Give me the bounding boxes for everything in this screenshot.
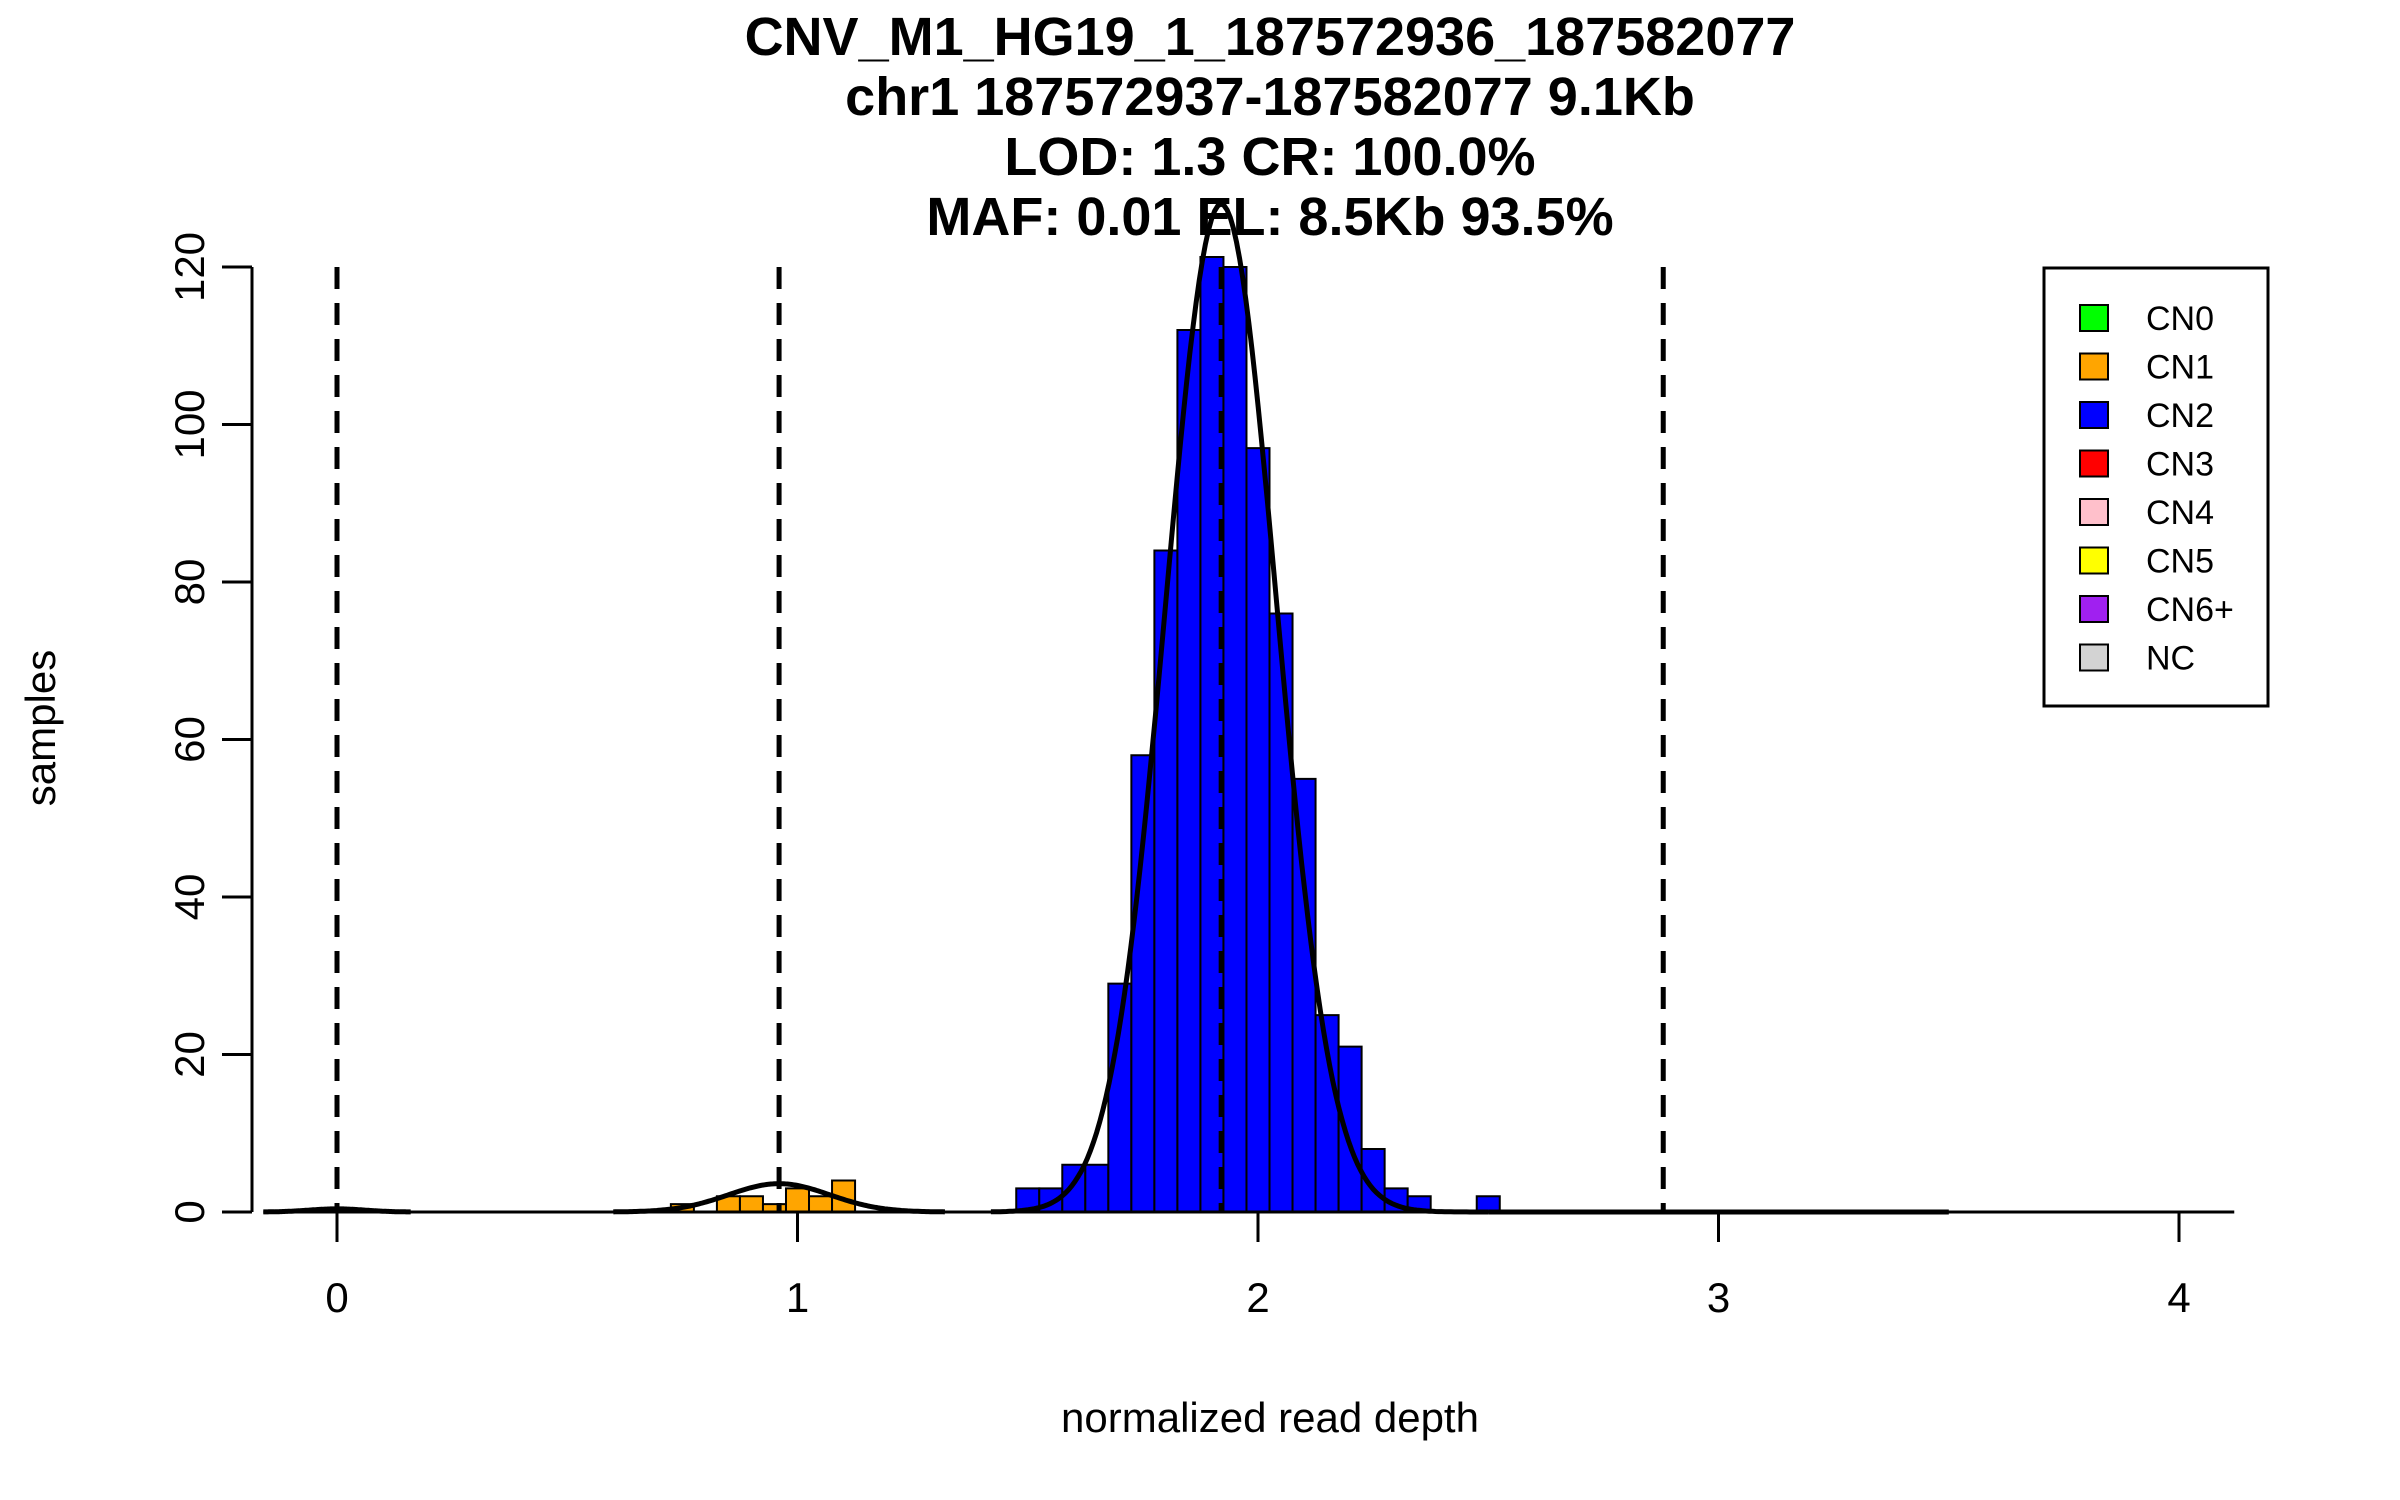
bar-cn2-9 (1222, 266, 1248, 1213)
legend-label-cn4: CN4 (2146, 494, 2214, 532)
legend-swatch-cn2 (2079, 401, 2109, 429)
legend: CN0 CN1 CN2 CN3 CN4 CN5 CN6+ NC (2042, 266, 2270, 708)
y-tick-label-20: 20 (166, 1031, 213, 1078)
legend-label-cn0: CN0 (2146, 300, 2214, 338)
x-axis-label: normalized read depth (1061, 1394, 1479, 1441)
legend-label-cn3: CN3 (2146, 446, 2214, 484)
y-tick-label-40: 40 (166, 874, 213, 921)
fit-curves (263, 201, 1949, 1215)
title-line-4: MAF: 0.01 EL: 8.5Kb 93.5% (926, 187, 1613, 247)
legend-swatch-cn3 (2079, 449, 2109, 478)
legend-swatch-cn1 (2079, 352, 2109, 381)
title-line-2: chr1 187572937-187582077 9.1Kb (845, 67, 1695, 127)
bar-cn1-3 (738, 1195, 764, 1213)
legend-swatch-cn4 (2079, 498, 2109, 526)
y-tick-label-80: 80 (166, 559, 213, 606)
legend-swatch-cn6plus (2079, 595, 2109, 623)
legend-swatch-cn0 (2079, 304, 2109, 332)
bar-cn1-5 (784, 1187, 811, 1213)
bar-cn2-14 (1337, 1045, 1363, 1213)
x-tick-label-2: 2 (1246, 1274, 1269, 1321)
y-tick-label-100: 100 (166, 389, 213, 459)
title-line-1: CNV_M1_HG19_1_187572936_187582077 (745, 7, 1796, 67)
bar-cn2-10 (1245, 447, 1271, 1213)
chart-title: CNV_M1_HG19_1_187572936_187582077 chr1 1… (745, 7, 1796, 247)
bar-cn2-11 (1268, 612, 1294, 1213)
legend-swatch-nc (2079, 643, 2109, 672)
legend-swatch-cn5 (2079, 546, 2109, 575)
fit-curve-cn2 (990, 201, 1489, 1215)
legend-label-cn2: CN2 (2146, 397, 2214, 435)
threshold-lines (334, 267, 1666, 1212)
y-tick-label-0: 0 (166, 1200, 213, 1223)
y-axis-label: samples (17, 650, 64, 806)
x-tick-label-0: 0 (325, 1274, 348, 1321)
bar-cn2-3 (1084, 1163, 1110, 1213)
x-tick-label-1: 1 (786, 1274, 809, 1321)
y-tick-label-60: 60 (166, 716, 213, 763)
legend-label-cn5: CN5 (2146, 543, 2214, 581)
legend-label-nc: NC (2146, 640, 2195, 678)
legend-label-cn1: CN1 (2146, 349, 2214, 387)
y-tick-label-120: 120 (166, 232, 213, 302)
legend-box (2042, 266, 2270, 708)
histogram-bars (669, 256, 1501, 1213)
bar-cn2-6 (1153, 549, 1179, 1213)
bar-cn2-12 (1291, 777, 1317, 1213)
x-tick-label-4: 4 (2167, 1274, 2190, 1321)
x-tick-label-3: 3 (1707, 1274, 1730, 1321)
legend-label-cn6plus: CN6+ (2146, 591, 2234, 629)
bar-cn1-6 (808, 1195, 834, 1213)
title-line-3: LOD: 1.3 CR: 100.0% (1004, 127, 1535, 187)
